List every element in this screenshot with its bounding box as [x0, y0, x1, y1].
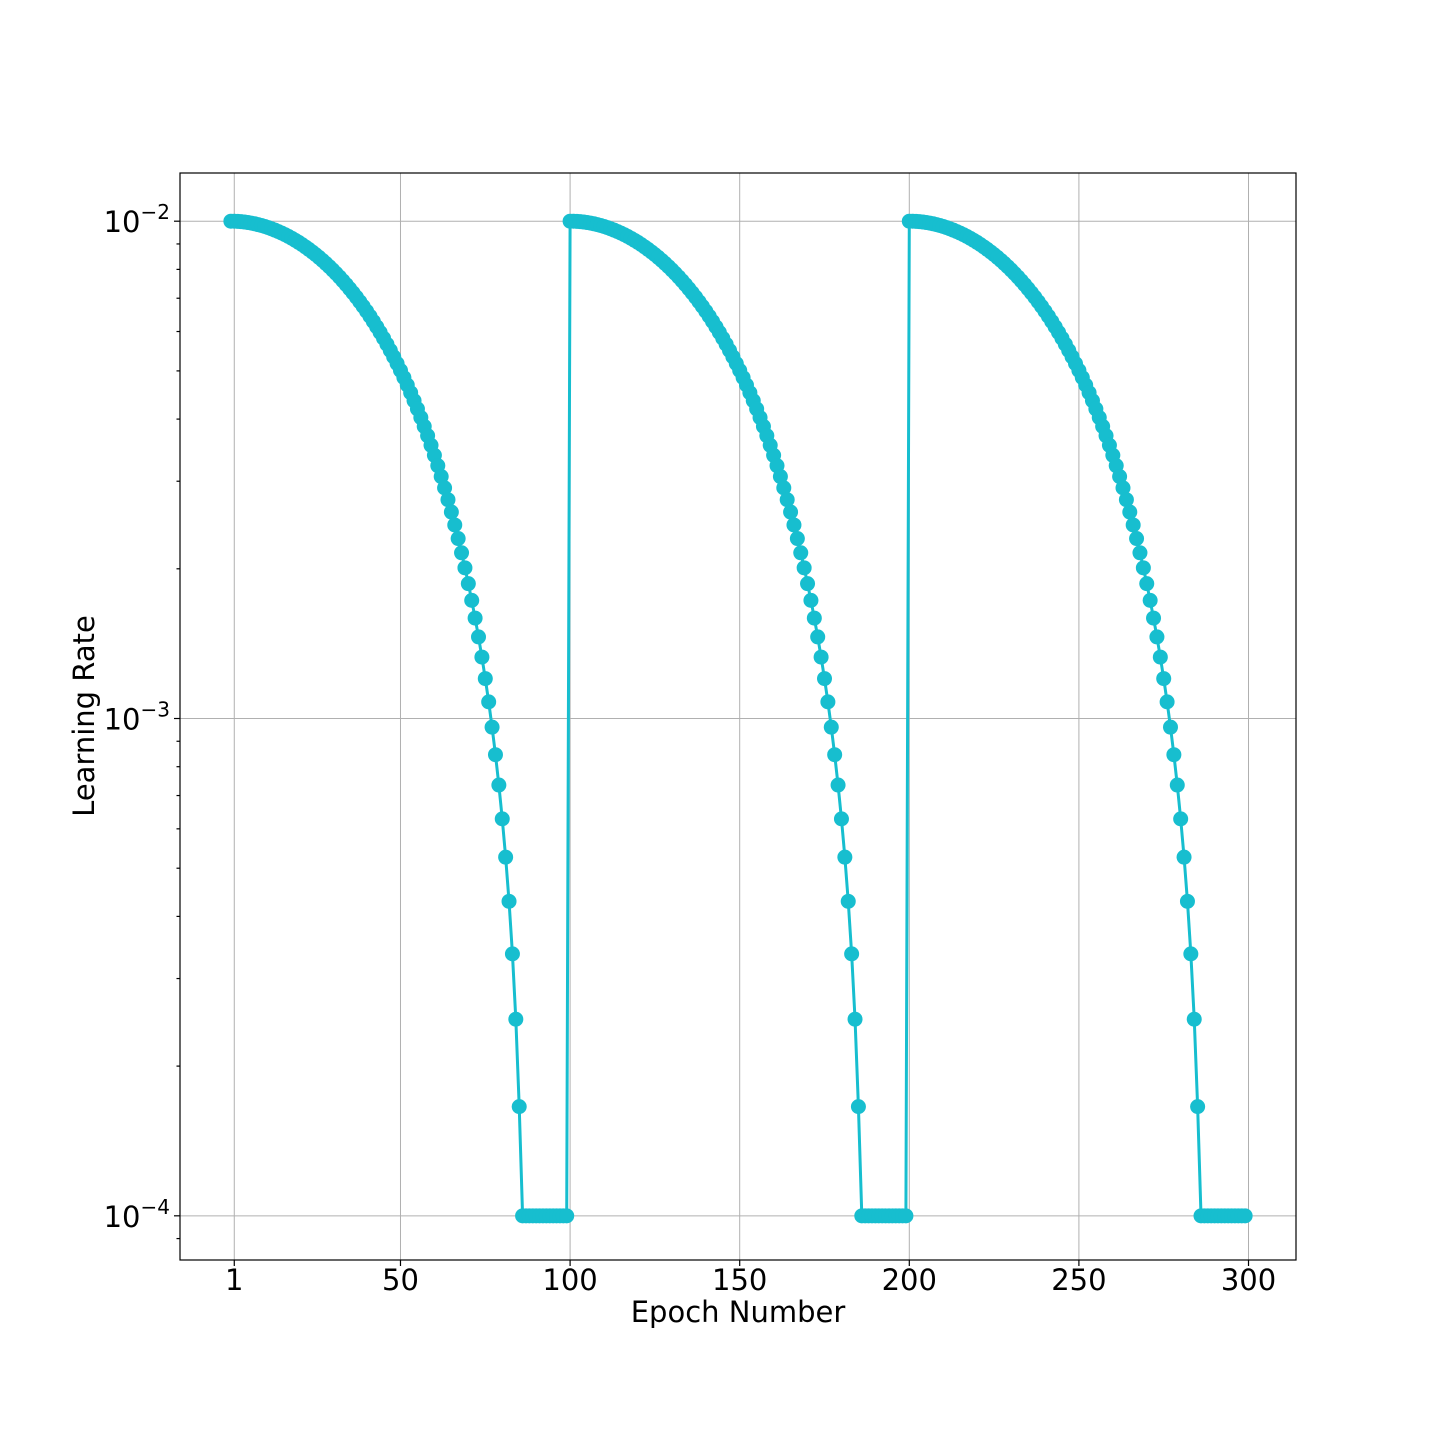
data-point [440, 492, 456, 508]
x-tick-label: 1 [225, 1263, 243, 1297]
y-tick-label: 10−3 [104, 698, 170, 737]
data-point [1139, 576, 1155, 592]
data-point [789, 531, 805, 547]
data-point [796, 560, 812, 576]
data-point [559, 1208, 575, 1224]
data-point [501, 893, 517, 909]
y-tick-label: 10−2 [104, 200, 170, 239]
x-axis-ticks: 1 50 100 150 200 250 300 [225, 1260, 1276, 1297]
data-point [850, 1099, 866, 1115]
data-point [1186, 1011, 1202, 1027]
data-point [460, 576, 476, 592]
data-point [803, 592, 819, 608]
data-point [837, 849, 853, 865]
data-point [1156, 671, 1172, 687]
data-point [1152, 649, 1168, 665]
grid-lines [180, 173, 1296, 1260]
data-point [1179, 893, 1195, 909]
data-point [820, 694, 836, 710]
data-point [779, 492, 795, 508]
data-point [1183, 946, 1199, 962]
data-point [1142, 592, 1158, 608]
data-point [786, 517, 802, 533]
data-point [817, 671, 832, 687]
data-point [504, 946, 520, 962]
data-point [511, 1099, 527, 1115]
data-point [1162, 719, 1178, 735]
data-point [487, 747, 503, 763]
data-point [498, 849, 514, 865]
data-point [1122, 504, 1138, 520]
data-point [481, 694, 497, 710]
data-point [471, 629, 486, 645]
data-point [1112, 469, 1128, 485]
data-point [810, 629, 826, 645]
data-point [776, 480, 792, 496]
x-tick-label: 50 [382, 1263, 419, 1297]
data-point [467, 610, 483, 626]
data-point [844, 946, 860, 962]
data-point [437, 480, 453, 496]
data-point [1190, 1099, 1206, 1115]
data-point [1146, 610, 1162, 626]
data-point [1125, 517, 1141, 533]
data-point [833, 811, 849, 827]
data-point [823, 719, 839, 735]
data-point [1115, 480, 1131, 496]
x-tick-label: 150 [712, 1263, 767, 1297]
data-point [793, 545, 809, 561]
data-point [1149, 629, 1165, 645]
data-point [464, 592, 480, 608]
data-point [454, 545, 470, 561]
data-point [1173, 811, 1189, 827]
data-point [840, 893, 856, 909]
data-point [830, 777, 846, 793]
x-tick-label: 300 [1221, 1263, 1276, 1297]
data-point [457, 560, 473, 576]
data-point [827, 747, 843, 763]
data-point [1169, 777, 1185, 793]
data-point [474, 649, 490, 665]
data-point [443, 504, 459, 520]
data-point [783, 504, 799, 520]
data-point [484, 719, 500, 735]
data-point [898, 1208, 914, 1224]
data-point [1118, 492, 1134, 508]
x-tick-label: 100 [542, 1263, 597, 1297]
data-point [772, 469, 788, 485]
data-point [800, 576, 816, 592]
data-point [447, 517, 463, 533]
x-tick-label: 200 [882, 1263, 937, 1297]
data-point [494, 811, 510, 827]
plot-frame [179, 172, 1297, 1261]
y-axis-ticks: 10−2 10−3 10−4 [104, 200, 180, 1240]
data-point [1135, 560, 1151, 576]
data-point [450, 531, 466, 547]
x-axis-label: Epoch Number [631, 1295, 846, 1329]
x-tick-label: 250 [1051, 1263, 1106, 1297]
data-point [847, 1011, 863, 1027]
data-point [477, 671, 493, 687]
data-points-group [223, 213, 1253, 1224]
data-point [1166, 747, 1182, 763]
y-tick-label: 10−4 [104, 1195, 170, 1234]
data-point [813, 649, 829, 665]
data-point [1129, 531, 1145, 547]
y-axis-label: Learning Rate [67, 615, 101, 817]
data-point [491, 777, 507, 793]
data-point [508, 1011, 524, 1027]
data-point [433, 469, 449, 485]
data-point [1176, 849, 1192, 865]
data-point [1237, 1208, 1253, 1224]
data-point [1159, 694, 1175, 710]
data-point [1132, 545, 1148, 561]
data-point [806, 610, 822, 626]
